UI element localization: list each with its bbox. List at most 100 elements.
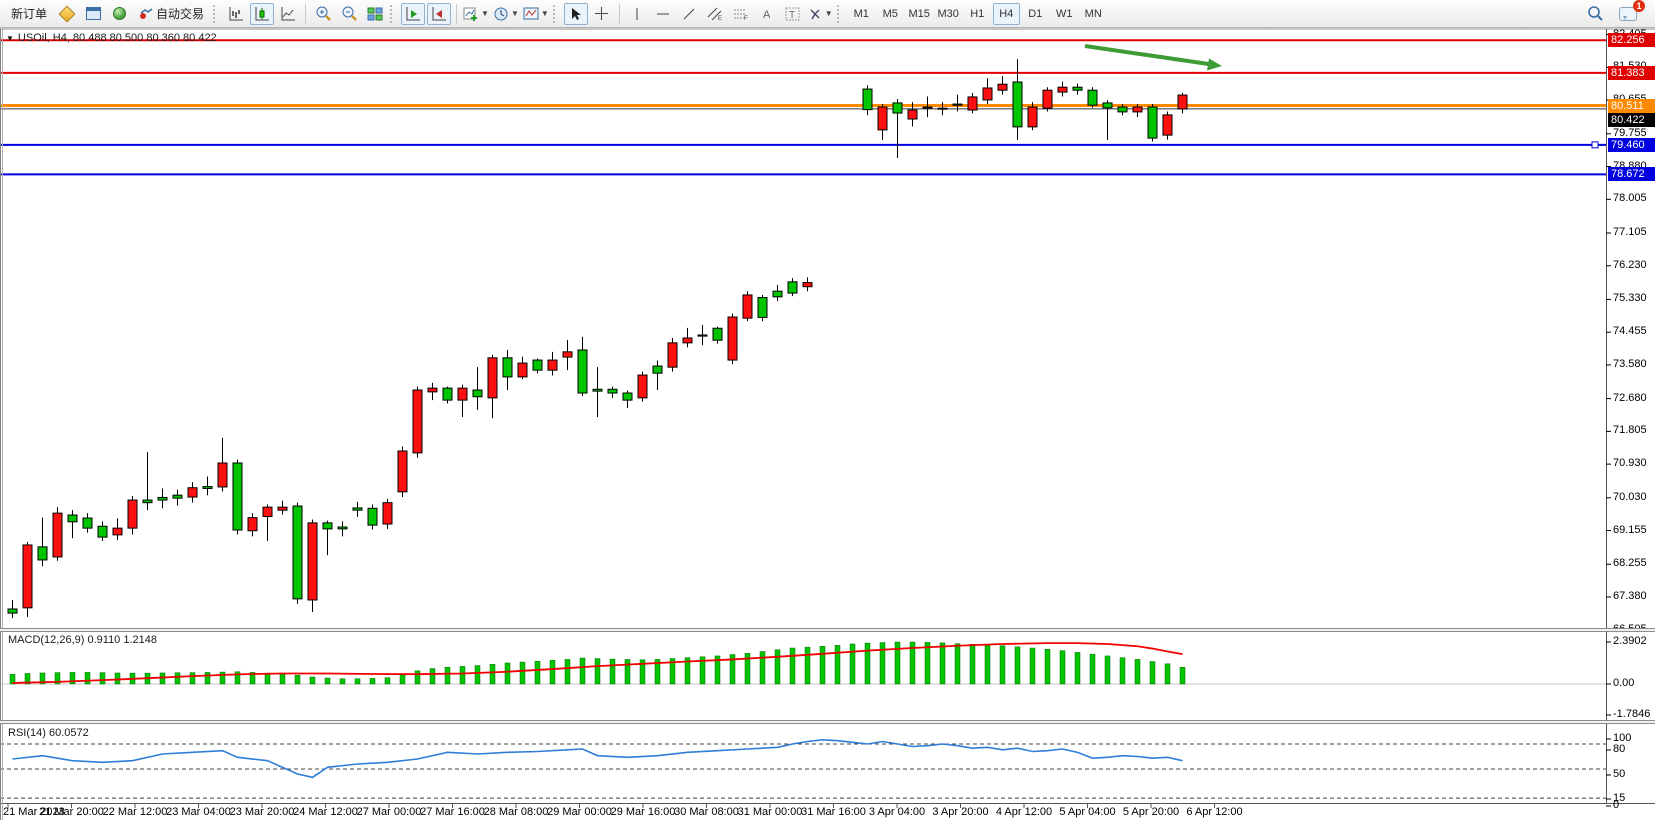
candlestick[interactable] <box>757 294 768 322</box>
timeframe-H4[interactable]: H4 <box>992 2 1020 25</box>
candlestick[interactable] <box>622 390 633 408</box>
candlestick[interactable] <box>457 384 468 417</box>
candlestick[interactable] <box>772 284 783 302</box>
horizontal-line-tool-button[interactable] <box>651 3 675 25</box>
candlestick[interactable] <box>442 386 453 404</box>
trendline-tool-button[interactable] <box>677 3 701 25</box>
timeframe-D1[interactable]: D1 <box>1028 7 1043 20</box>
candlestick[interactable] <box>1027 102 1038 131</box>
candlestick[interactable] <box>97 521 108 541</box>
candlestick[interactable] <box>412 386 423 458</box>
text-label-tool-button[interactable]: T <box>781 3 805 25</box>
candlestick[interactable] <box>187 482 198 503</box>
candlestick[interactable] <box>997 75 1008 95</box>
candlestick[interactable] <box>742 291 753 322</box>
candlestick[interactable] <box>517 356 528 380</box>
candlestick[interactable] <box>307 519 318 612</box>
candlestick[interactable] <box>952 94 963 112</box>
candlestick[interactable] <box>907 102 918 127</box>
candlestick[interactable] <box>802 277 813 292</box>
fibonacci-tool-button[interactable]: F <box>729 3 753 25</box>
candlestick[interactable] <box>397 446 408 498</box>
indicators-button[interactable]: ▼ <box>522 3 550 25</box>
pane-separator-rsi[interactable] <box>0 720 1655 724</box>
candlestick[interactable] <box>487 354 498 419</box>
vertical-line-tool-button[interactable] <box>625 3 649 25</box>
timeframe-M5[interactable]: M5 <box>882 7 898 20</box>
new-order-button[interactable]: 新订单 <box>11 7 48 21</box>
zoom-in-button[interactable] <box>311 3 335 25</box>
candlestick[interactable] <box>172 489 183 506</box>
candlestick[interactable] <box>1057 81 1068 97</box>
candlestick[interactable] <box>1042 87 1053 112</box>
candlestick[interactable] <box>607 386 618 398</box>
new-chart-button[interactable]: ▼ <box>462 3 490 25</box>
candlestick[interactable] <box>112 518 123 541</box>
data-window-icon[interactable] <box>81 3 105 25</box>
candlestick[interactable] <box>322 520 333 556</box>
zoom-out-button[interactable] <box>337 3 361 25</box>
autotrading-button[interactable]: 自动交易 <box>133 3 210 25</box>
candlestick[interactable] <box>922 96 933 118</box>
candlestick[interactable] <box>1087 87 1098 108</box>
candlestick[interactable] <box>127 495 138 535</box>
navigator-icon[interactable] <box>107 3 131 25</box>
candlestick[interactable] <box>22 541 33 617</box>
market-watch-icon[interactable] <box>55 3 79 25</box>
candlestick[interactable] <box>472 367 483 410</box>
candlestick[interactable] <box>787 278 798 297</box>
candlestick[interactable] <box>532 358 543 374</box>
candlestick[interactable] <box>967 92 978 114</box>
candlestick[interactable] <box>427 382 438 401</box>
line-handle[interactable] <box>1591 141 1599 149</box>
timeframe-H1[interactable]: H1 <box>970 7 985 20</box>
timeframe-M15[interactable]: M15 <box>908 7 930 20</box>
crosshair-tool-button[interactable] <box>590 3 614 25</box>
candlestick[interactable] <box>562 339 573 371</box>
candlestick[interactable] <box>592 367 603 417</box>
chart-shift-button[interactable] <box>427 2 452 25</box>
candlestick[interactable] <box>637 371 648 402</box>
candlestick[interactable] <box>1132 104 1143 118</box>
candlestick[interactable] <box>232 459 243 535</box>
candlestick[interactable] <box>202 476 213 496</box>
search-icon[interactable] <box>1583 3 1607 25</box>
candlestick[interactable] <box>547 351 558 376</box>
candlestick[interactable] <box>892 99 903 158</box>
channel-tool-button[interactable]: E <box>703 3 727 25</box>
timeframe-MN[interactable]: MN <box>1084 7 1102 20</box>
candlestick[interactable] <box>502 349 513 391</box>
tile-windows-button[interactable] <box>363 3 387 25</box>
line-chart-button[interactable] <box>276 3 300 25</box>
candlestick[interactable] <box>1177 92 1188 114</box>
candlestick[interactable] <box>877 104 888 140</box>
candlestick[interactable] <box>337 521 348 537</box>
candlestick[interactable] <box>697 324 708 346</box>
candlestick[interactable] <box>262 504 273 541</box>
candlestick[interactable] <box>577 336 588 397</box>
candlestick[interactable] <box>7 599 18 618</box>
candlestick[interactable] <box>667 337 678 372</box>
candlestick[interactable] <box>67 510 78 539</box>
candlestick[interactable] <box>292 502 303 604</box>
candlestick[interactable] <box>52 507 63 561</box>
cursor-tool-button[interactable] <box>563 2 588 25</box>
timeframe-W1[interactable]: W1 <box>1055 7 1073 20</box>
candlestick[interactable] <box>862 85 873 116</box>
candlestick[interactable] <box>37 517 48 567</box>
candlestick[interactable] <box>142 452 153 511</box>
candlestick[interactable] <box>727 313 738 365</box>
candlestick[interactable] <box>937 102 948 116</box>
chart-dropdown-icon[interactable]: ▼ <box>6 34 14 43</box>
notifications-button[interactable]: 1 <box>1616 0 1645 25</box>
pane-separator-macd[interactable] <box>0 628 1655 632</box>
candlestick[interactable] <box>1012 59 1023 140</box>
candlestick[interactable] <box>1102 100 1113 140</box>
candlestick[interactable] <box>352 501 363 517</box>
candlestick[interactable] <box>682 327 693 348</box>
candlestick[interactable] <box>382 498 393 529</box>
candlestick[interactable] <box>652 360 663 391</box>
candlestick[interactable] <box>1162 111 1173 140</box>
candlestick[interactable] <box>157 488 168 509</box>
